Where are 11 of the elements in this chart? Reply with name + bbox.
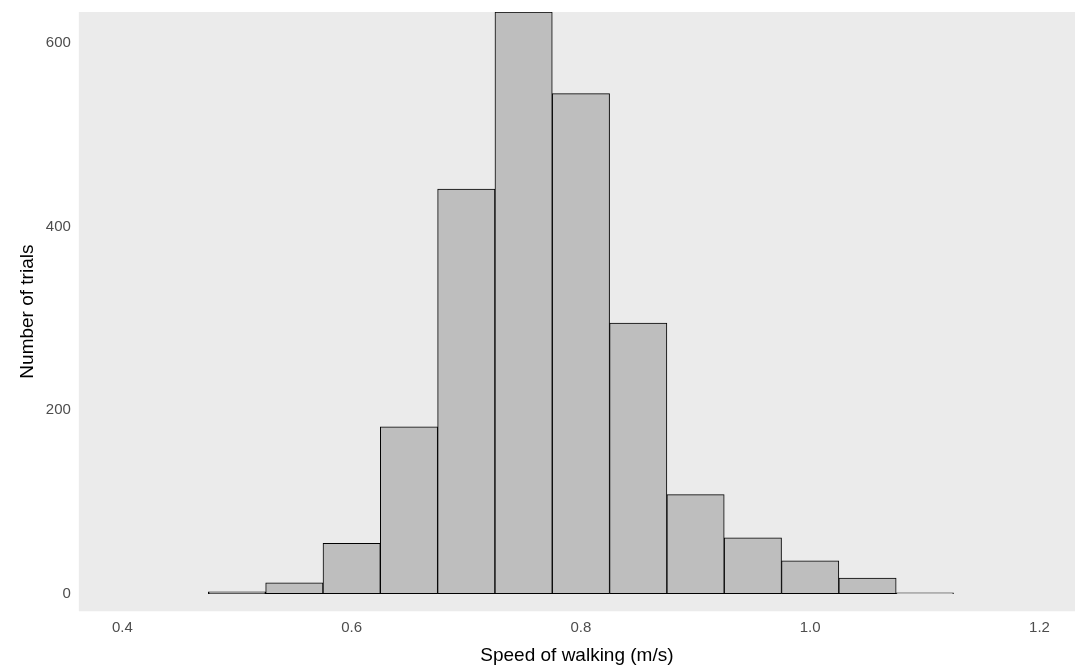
x-tick-label: 1.2	[1029, 618, 1050, 636]
x-tick-label: 0.4	[111, 618, 133, 636]
y-tick-label: 400	[45, 216, 71, 234]
y-axis-title: Number of trials	[15, 244, 37, 379]
x-axis-title: Speed of walking (m/s)	[480, 643, 674, 665]
x-tick-label: 0.8	[570, 618, 592, 636]
y-tick-label: 0	[62, 583, 71, 601]
x-tick-label: 1.0	[799, 618, 821, 636]
y-tick-label: 200	[45, 400, 71, 418]
y-tick-label: 600	[45, 33, 71, 51]
x-tick-label: 0.6	[341, 618, 363, 636]
